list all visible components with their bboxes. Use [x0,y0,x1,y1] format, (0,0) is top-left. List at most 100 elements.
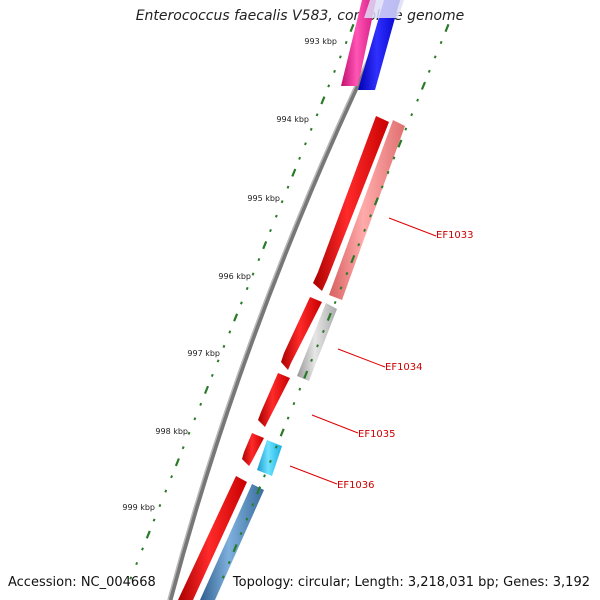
scale-tick [129,576,133,580]
accession-text: Accession: NC_004668 [8,575,156,590]
scale-label: 999 kbp [122,503,155,512]
outer-tick [420,81,427,90]
outer-tick [292,402,296,406]
outer-tick [279,428,285,437]
outer-tick [416,98,420,102]
outer-tick [239,532,243,536]
outer-tick [298,387,302,391]
outer-tick [369,214,372,218]
gene-ef1034-cds [281,297,322,370]
gene-ef1036-cds [242,433,264,466]
outer-tick [386,170,390,175]
gene-ef1033-cds [313,116,389,291]
gene-label-ef1036[interactable]: EF1036 [337,480,375,491]
scale-label: 996 kbp [218,272,251,281]
scale-tick [210,373,214,377]
scale-tick [298,156,302,160]
gene-bottom-red [178,476,247,600]
scale-tick [174,458,180,467]
gene-leader-line [289,465,338,485]
scale-tick [304,142,307,146]
gene-bottom-steel [200,484,264,600]
scale-tick [280,200,284,204]
outer-tick [263,474,266,478]
scale-label: 994 kbp [276,115,309,124]
outer-tick [251,503,255,507]
scale-tick [193,417,197,421]
outer-tick [286,416,290,420]
scale-tick [222,344,226,348]
gene-magenta [341,0,376,86]
scale-tick [228,330,232,334]
scale-tick [338,55,342,59]
gene-blue [358,0,400,90]
scale-tick [344,40,348,45]
scale-tick [187,431,191,435]
scale-tick [251,272,255,276]
outer-tick [321,329,325,333]
outer-tick [227,560,231,565]
outer-tick [310,358,314,362]
scale-tick [158,504,162,508]
scale-tick [274,214,278,218]
outer-tick [439,40,443,45]
scale-label: 998 kbp [155,427,188,436]
scale-tick [141,547,144,551]
outer-tick [316,344,319,348]
outer-tick [345,272,349,276]
scale-label: 997 kbp [187,349,220,358]
outer-tick [380,185,384,189]
gene-leader-line [337,348,386,368]
scale-tick [320,96,326,105]
outer-tick [303,370,309,379]
scale-tick [333,69,336,73]
outer-tick [373,197,379,206]
scale-tick [291,168,297,177]
outer-tick [444,23,450,33]
scale-tick [170,475,174,479]
scale-tick [315,113,319,117]
gene-ef1034-feature [297,303,337,381]
gene-label-ef1033[interactable]: EF1033 [436,230,474,241]
scale-tick [239,301,243,305]
outer-tick [274,445,278,449]
gene-ef1033-feature [329,120,405,300]
scale-tick [216,359,220,363]
scale-label: 993 kbp [304,37,337,46]
gene-lavender-highlight [364,0,404,18]
outer-tick [392,156,396,160]
outer-tick [333,300,337,305]
genome-summary-text: Topology: circular; Length: 3,218,031 bp… [232,575,590,590]
scale-tick [327,84,331,88]
scale-tick [203,385,210,395]
scale-tick [145,530,151,539]
scale-tick [181,446,185,450]
gene-ef1036-feature [257,440,282,476]
outer-tick [397,139,403,148]
scale-tick [233,313,239,322]
scale-tick [152,518,156,522]
outer-tick [363,228,367,232]
scale-tick [257,258,261,262]
gene-leader-line [311,414,359,434]
outer-tick [326,312,332,322]
scale-tick [349,23,355,33]
gene-leader-line [388,217,437,237]
gene-label-ef1034[interactable]: EF1034 [385,362,423,373]
outer-tick [404,127,408,131]
scale-tick [199,402,203,406]
scale-tick [286,185,290,189]
outer-tick [410,113,414,117]
gene-label-ef1035[interactable]: EF1035 [358,429,396,440]
outer-tick [221,575,225,579]
scale-tick [135,561,139,566]
outer-tick [427,69,431,73]
outer-tick [232,543,238,553]
outer-tick [433,55,437,59]
scale-label: 995 kbp [247,194,280,203]
scale-tick [309,127,313,131]
outer-tick [339,286,343,290]
scale-tick [262,240,268,250]
